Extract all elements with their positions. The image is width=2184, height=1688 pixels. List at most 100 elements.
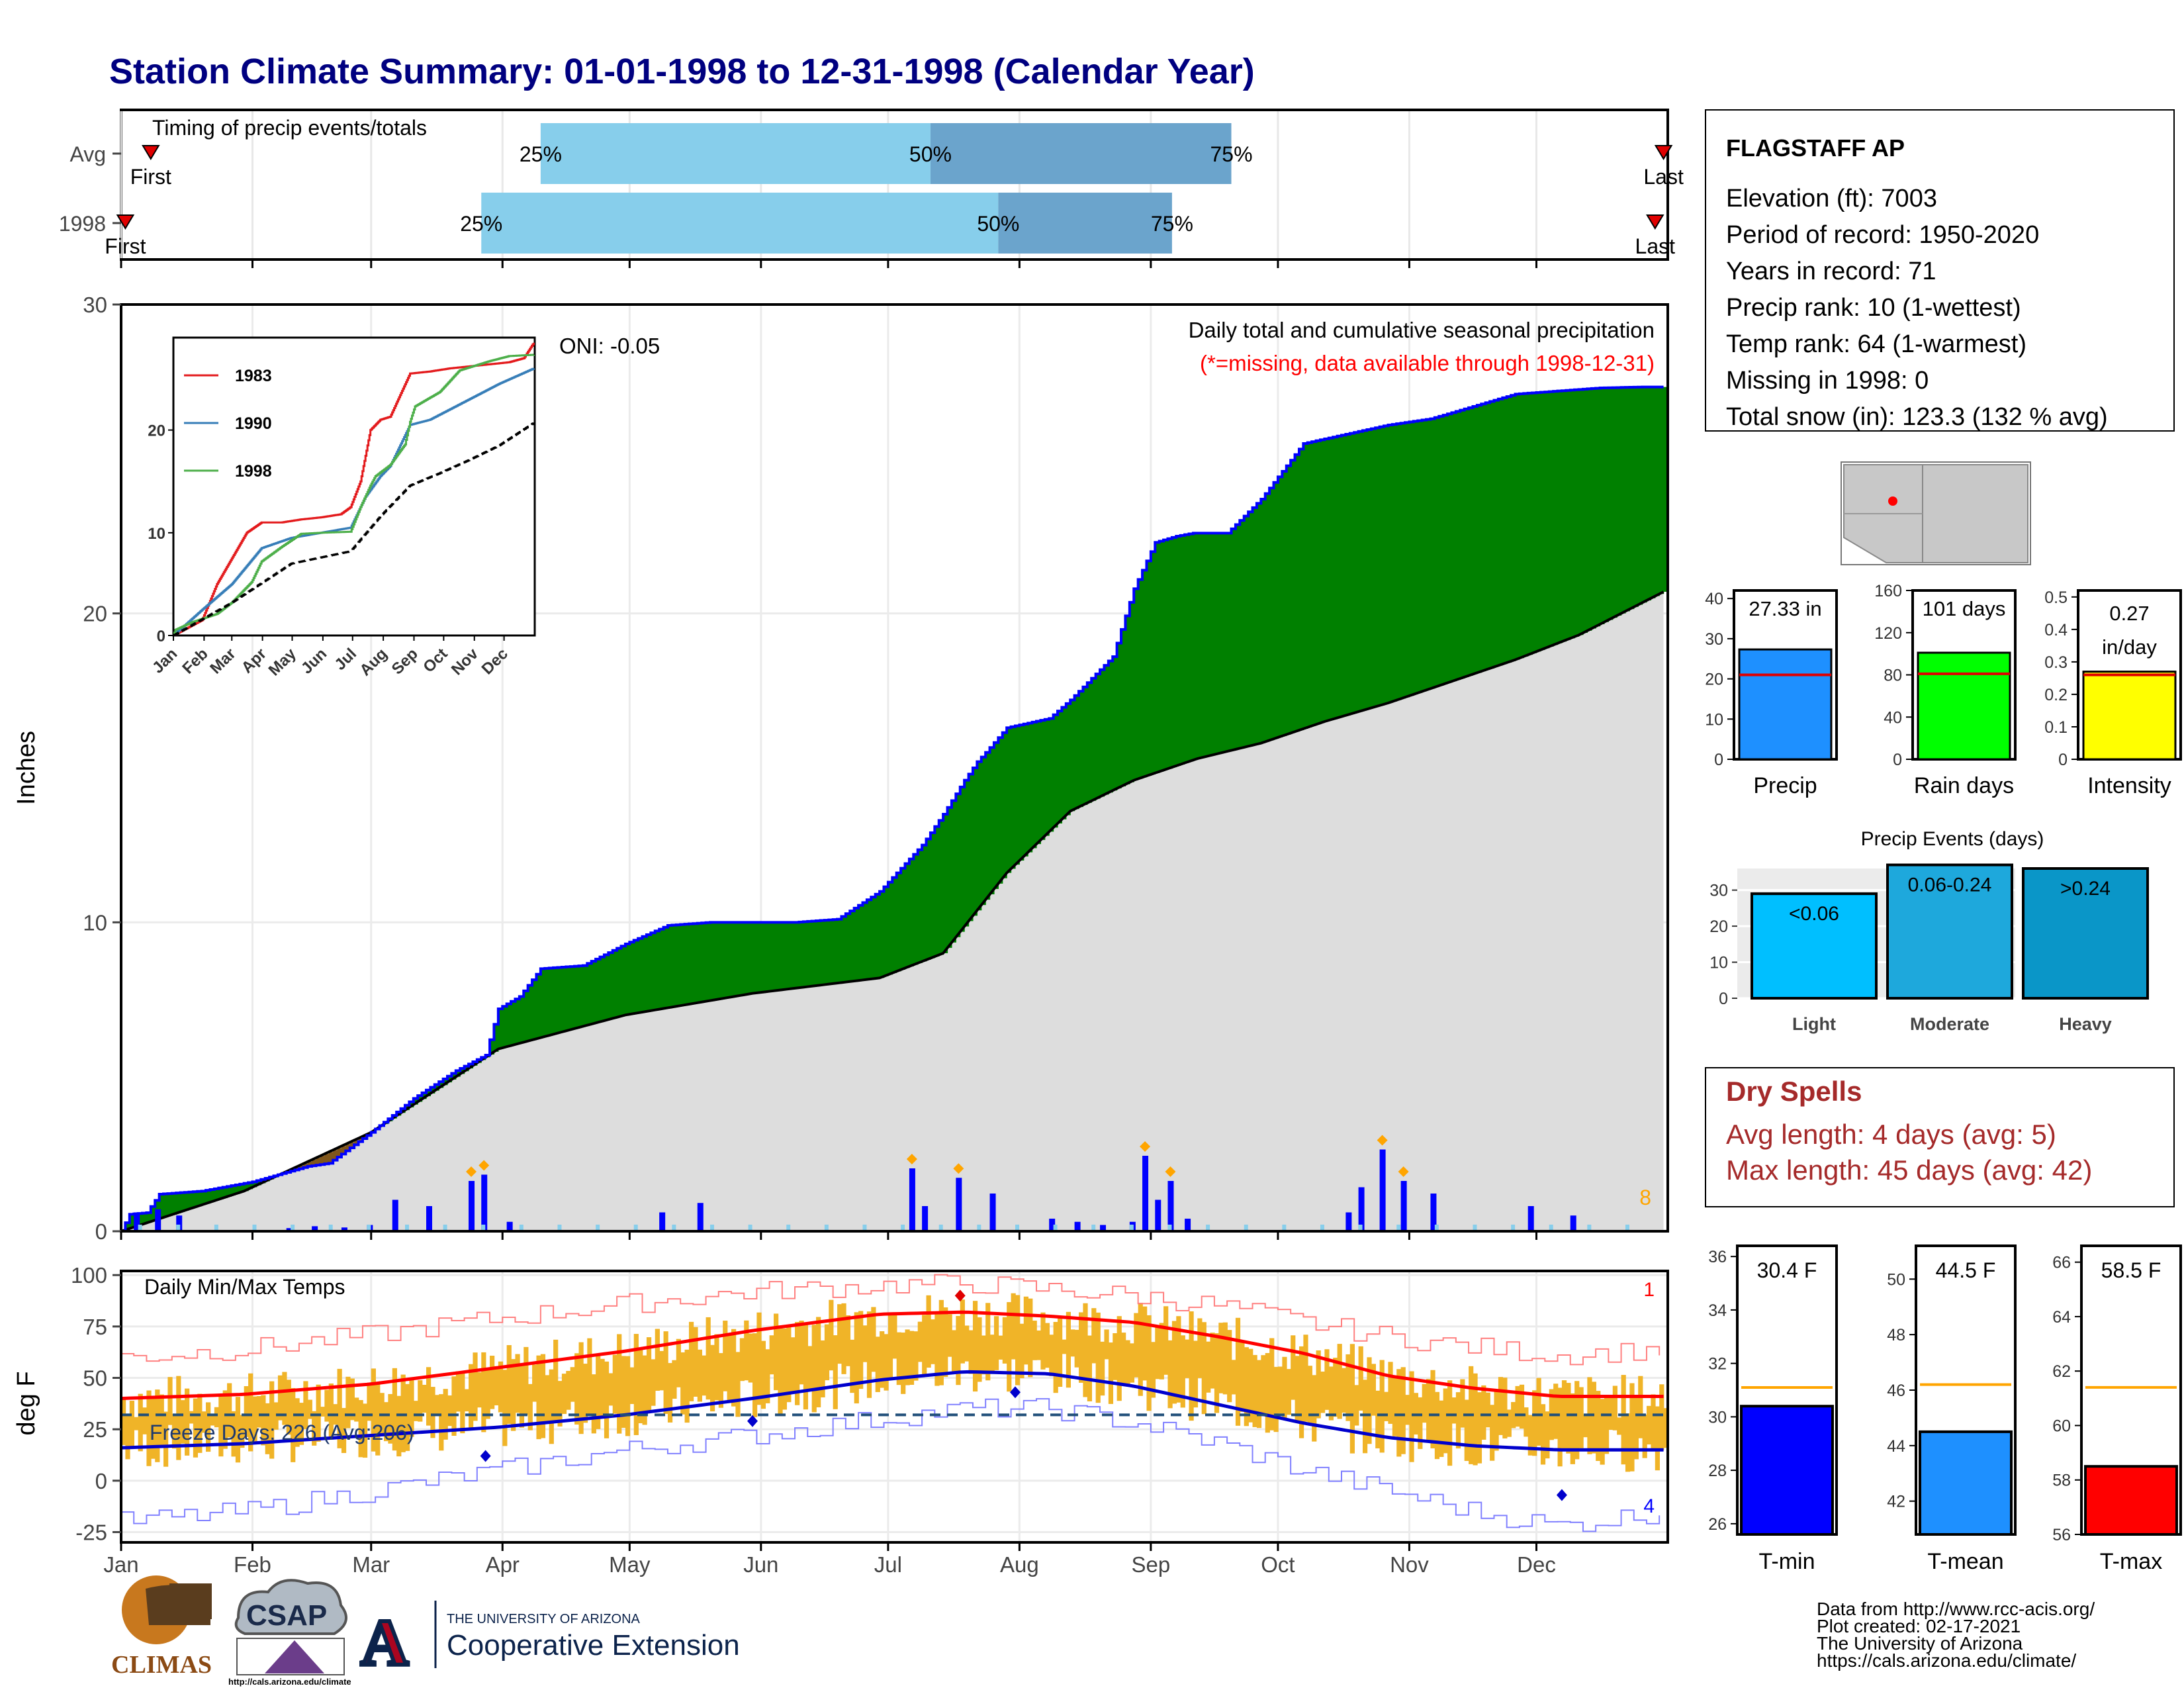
daily-temp-bar <box>956 1315 961 1385</box>
surplus-area <box>1125 616 1130 784</box>
surplus-area <box>913 854 919 965</box>
daily-temp-bar <box>578 1342 584 1434</box>
daily-temp-bar <box>367 1382 372 1421</box>
trace-precip-mark <box>1244 1225 1248 1230</box>
daily-temp-bar <box>1363 1380 1368 1454</box>
daily-temp-bar <box>1604 1397 1610 1454</box>
surplus-area <box>1621 387 1626 614</box>
surplus-area <box>591 961 596 1025</box>
surplus-area <box>964 780 970 927</box>
surplus-area <box>1079 691 1084 808</box>
daily-temp-bar <box>316 1384 321 1442</box>
surplus-area <box>1490 401 1495 669</box>
daily-temp-bar <box>875 1336 880 1392</box>
daily-temp-bar <box>460 1371 465 1434</box>
timing-bar-q2 <box>540 123 931 184</box>
daily-temp-bar <box>1248 1348 1253 1423</box>
surplus-area <box>1371 428 1376 708</box>
daily-temp-bar <box>1134 1313 1139 1378</box>
mini-bar-tick-label: 40 <box>1884 708 1902 727</box>
daily-temp-bar <box>485 1369 490 1419</box>
daily-temp-bar <box>922 1315 927 1376</box>
daily-precip-bar <box>1570 1215 1576 1231</box>
surplus-area <box>1422 420 1427 692</box>
surplus-area <box>917 849 923 963</box>
surplus-area <box>193 1192 198 1208</box>
daily-temp-bar <box>1409 1371 1414 1462</box>
cumulative-precip-line <box>121 385 1664 1233</box>
surplus-area <box>1163 539 1169 771</box>
surplus-area <box>829 919 834 984</box>
surplus-area <box>972 768 978 916</box>
record-marker-icon <box>480 1450 491 1462</box>
daily-temp-bar <box>1189 1311 1194 1421</box>
daily-temp-bar <box>1506 1409 1512 1437</box>
daily-temp-bar <box>523 1346 529 1415</box>
daily-temp-bar <box>155 1389 160 1462</box>
daily-temp-bar <box>709 1344 715 1412</box>
surplus-area <box>735 922 741 997</box>
daily-temp-bar <box>396 1395 402 1457</box>
surplus-area <box>1058 711 1063 823</box>
record-marker-icon <box>1009 1386 1021 1399</box>
mini-bar-tick-label: 0.3 <box>2044 653 2068 672</box>
daily-temp-bar <box>358 1400 363 1458</box>
daily-temp-bar <box>1282 1356 1287 1419</box>
daily-temp-bar <box>612 1354 617 1414</box>
daily-temp-bar <box>418 1380 423 1422</box>
daily-temp-bar <box>1095 1312 1101 1403</box>
surplus-area <box>1116 643 1122 789</box>
surplus-area <box>1430 418 1435 689</box>
surplus-area <box>866 900 872 980</box>
surplus-area <box>197 1191 203 1207</box>
trace-precip-mark <box>1167 1225 1172 1230</box>
daily-temp-bar <box>1277 1366 1283 1414</box>
daily-temp-bar <box>1214 1333 1220 1413</box>
timing-label: Timing of precip events/totals <box>152 116 427 140</box>
mini-bar-tick-label: 0.4 <box>2044 621 2068 639</box>
inset-frame <box>172 336 536 637</box>
mini-bar-label: Intensity <box>2087 773 2171 798</box>
daily-temp-bar <box>1019 1323 1024 1378</box>
surplus-area <box>227 1186 232 1197</box>
trace-precip-mark <box>1434 1225 1439 1230</box>
daily-temp-bar <box>121 1399 126 1445</box>
surplus-area <box>1235 524 1240 749</box>
inset-legend-label: 1998 <box>235 462 272 481</box>
daily-temp-bar <box>1116 1316 1122 1401</box>
trace-precip-mark <box>138 1225 142 1230</box>
surplus-area <box>1295 454 1300 732</box>
daily-temp-bar <box>1129 1343 1135 1383</box>
surplus-area <box>1341 435 1346 717</box>
daily-temp-bar <box>146 1390 152 1466</box>
daily-temp-bar <box>1455 1392 1461 1449</box>
surplus-area <box>210 1190 215 1203</box>
station-detail-line: Years in record: 71 <box>1726 258 1936 285</box>
surplus-area <box>1367 430 1372 710</box>
surplus-area <box>515 999 520 1045</box>
daily-temp-bar <box>404 1383 410 1451</box>
daily-temp-bar <box>1638 1376 1643 1438</box>
heavy-event-marker-icon <box>1165 1166 1176 1177</box>
surplus-area <box>1591 388 1596 629</box>
surplus-area <box>816 921 821 986</box>
daily-temp-bar <box>913 1331 919 1381</box>
daily-temp-bar <box>1193 1340 1199 1408</box>
trace-precip-mark <box>1320 1225 1324 1230</box>
surplus-area <box>1291 460 1296 733</box>
daily-temp-bar <box>1113 1333 1118 1380</box>
svg-text:A: A <box>361 1606 408 1679</box>
event-bar <box>2022 867 2149 1000</box>
trace-precip-mark <box>786 1225 791 1230</box>
temp-summary-value-label: 44.5 F <box>1936 1258 1996 1282</box>
daily-temp-bar <box>1532 1390 1537 1456</box>
daily-temp-bar <box>159 1394 164 1448</box>
surplus-area <box>1464 408 1469 677</box>
surplus-area <box>506 1004 512 1047</box>
daily-temp-bar <box>1561 1380 1567 1450</box>
daily-temp-bar <box>1443 1388 1448 1454</box>
month-label: Jul <box>874 1552 902 1577</box>
surplus-area <box>494 1024 499 1052</box>
daily-temp-bar <box>388 1393 393 1444</box>
surplus-area <box>1646 387 1651 601</box>
